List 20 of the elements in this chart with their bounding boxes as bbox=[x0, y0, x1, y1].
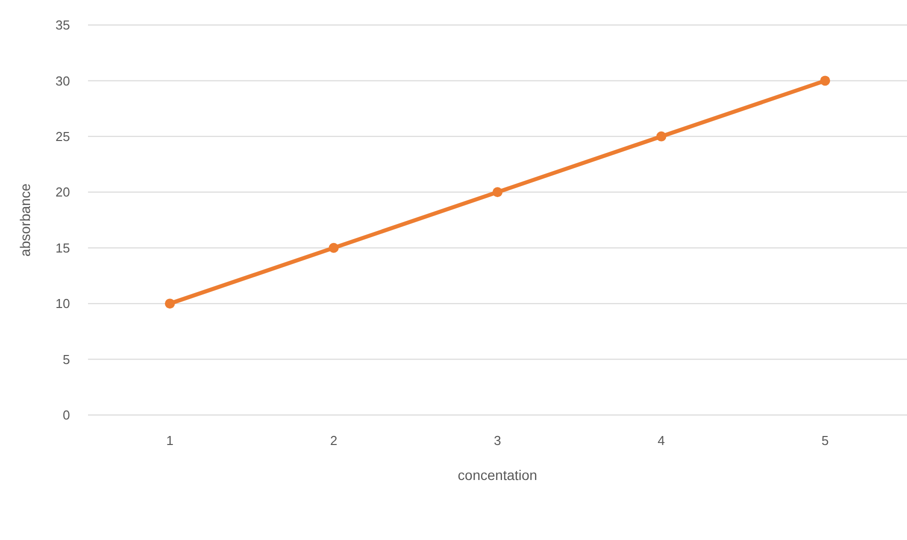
y-tick-label: 10 bbox=[56, 296, 70, 312]
y-tick-label: 15 bbox=[56, 240, 70, 256]
point bbox=[656, 131, 666, 142]
y-tick-label: 0 bbox=[62, 408, 70, 423]
y-axis-title: absorbance bbox=[17, 183, 33, 257]
y-tick-label: 25 bbox=[56, 128, 70, 144]
point bbox=[164, 298, 175, 309]
point bbox=[820, 76, 830, 86]
x-axis-title: concentation bbox=[458, 467, 538, 483]
y-tick-label: 30 bbox=[56, 73, 70, 88]
x-tick-label: 4 bbox=[658, 433, 665, 448]
x-tick-label: 1 bbox=[166, 433, 174, 448]
y-tick-label: 35 bbox=[56, 18, 70, 33]
x-tick-label: 5 bbox=[821, 433, 829, 448]
y-tick-label: 20 bbox=[56, 184, 70, 200]
y-tick-label: 5 bbox=[62, 352, 70, 367]
point bbox=[492, 187, 502, 198]
x-tick-label: 3 bbox=[494, 433, 502, 448]
point bbox=[328, 242, 339, 253]
x-tick-label: 2 bbox=[330, 433, 338, 448]
